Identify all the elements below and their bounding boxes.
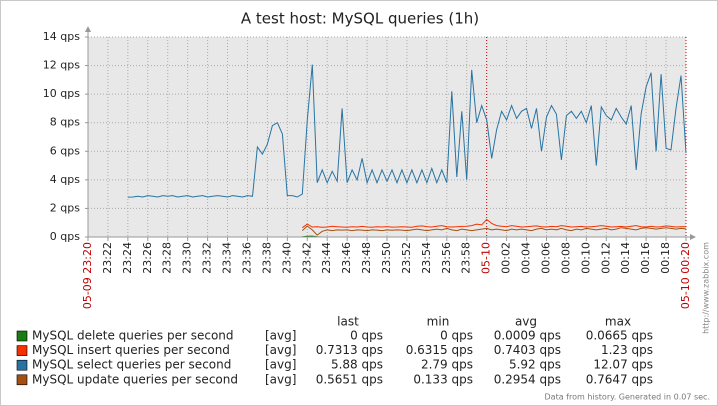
footer: Data from history. Generated in 0.07 sec… bbox=[545, 393, 710, 402]
legend-stat: 0.5651 qps bbox=[316, 372, 383, 386]
legend-stat: 0.7313 qps bbox=[316, 343, 383, 357]
legend-swatch bbox=[16, 330, 28, 342]
legend-stat: 0.0009 qps bbox=[494, 329, 561, 343]
legend-function: [avg] bbox=[265, 372, 296, 386]
legend-function: [avg] bbox=[265, 329, 296, 343]
x-tick-label: 23:34 bbox=[221, 242, 234, 274]
x-tick-label: 05-09 23:20 bbox=[81, 242, 94, 309]
y-tick-label: 6 qps bbox=[50, 144, 80, 157]
x-tick-label: 00:10 bbox=[579, 242, 592, 274]
legend-stat: 0.7403 qps bbox=[494, 343, 561, 357]
x-tick-label: 00:12 bbox=[599, 242, 612, 274]
legend-stat: 0 qps bbox=[440, 329, 473, 343]
legend-label: MySQL update queries per second bbox=[32, 372, 238, 386]
series-line bbox=[301, 225, 687, 236]
y-tick-label: 2 qps bbox=[50, 201, 80, 214]
x-tick-label: 23:58 bbox=[460, 242, 473, 274]
x-tick-label: 23:56 bbox=[440, 242, 453, 274]
legend-stat: 12.07 qps bbox=[593, 358, 653, 372]
legend-stat: 1.23 qps bbox=[601, 343, 653, 357]
legend-stat: 2.79 qps bbox=[421, 358, 473, 372]
x-tick-label: 00:02 bbox=[500, 242, 513, 274]
x-tick-label: 23:48 bbox=[360, 242, 373, 274]
x-tick-label: 23:42 bbox=[300, 242, 313, 274]
y-axis-arrow bbox=[85, 26, 91, 32]
y-tick-label: 10 qps bbox=[43, 87, 80, 100]
legend-swatch bbox=[16, 374, 28, 386]
x-tick-label: 23:24 bbox=[121, 242, 134, 274]
legend-swatch bbox=[16, 359, 28, 371]
legend-column-header: avg bbox=[515, 315, 537, 329]
x-tick-label: 23:32 bbox=[201, 242, 214, 274]
x-tick-label: 23:36 bbox=[240, 242, 253, 274]
x-tick-label: 23:54 bbox=[420, 242, 433, 274]
y-tick-label: 0 qps bbox=[50, 230, 80, 243]
legend-label: MySQL select queries per second bbox=[32, 358, 231, 372]
x-axis-arrow bbox=[690, 234, 696, 240]
legend-stat: 0.7647 qps bbox=[586, 372, 653, 386]
legend-column-header: last bbox=[337, 315, 359, 329]
legend-stat: 0 qps bbox=[350, 329, 383, 343]
legend-stat: 0.133 qps bbox=[413, 372, 473, 386]
x-tick-label: 00:16 bbox=[639, 242, 652, 274]
legend-stat: 0.6315 qps bbox=[406, 343, 473, 357]
x-tick-label: 23:40 bbox=[280, 242, 293, 274]
x-tick-label: 00:04 bbox=[520, 242, 533, 274]
y-tick-label: 4 qps bbox=[50, 173, 80, 186]
x-tick-label: 05-10 bbox=[480, 242, 493, 274]
legend-stat: 0.2954 qps bbox=[494, 372, 561, 386]
x-tick-label: 00:08 bbox=[559, 242, 572, 274]
x-tick-label: 23:50 bbox=[380, 242, 393, 274]
series-line bbox=[302, 218, 687, 229]
legend-swatch bbox=[16, 345, 28, 356]
legend-function: [avg] bbox=[265, 358, 296, 372]
x-tick-label: 23:44 bbox=[320, 242, 333, 274]
legend-stat: 5.92 qps bbox=[509, 358, 561, 372]
legend-column-header: max bbox=[605, 315, 631, 329]
y-tick-label: 12 qps bbox=[43, 59, 80, 72]
y-tick-label: 8 qps bbox=[50, 116, 80, 129]
grid bbox=[87, 36, 687, 238]
series-line bbox=[127, 64, 687, 198]
legend-label: MySQL insert queries per second bbox=[32, 343, 230, 357]
x-tick-label: 00:06 bbox=[539, 242, 552, 274]
legend-stat: 5.88 qps bbox=[331, 358, 383, 372]
x-tick-label: 23:46 bbox=[340, 242, 353, 274]
watermark: http://www.zabbix.com bbox=[702, 242, 711, 334]
y-tick-label: 14 qps bbox=[43, 30, 80, 43]
x-tick-label: 23:30 bbox=[181, 242, 194, 274]
x-tick-label: 23:28 bbox=[161, 242, 174, 274]
x-tick-label: 00:14 bbox=[619, 242, 632, 274]
legend-label: MySQL delete queries per second bbox=[32, 329, 234, 343]
x-tick-label: 23:26 bbox=[141, 242, 154, 274]
x-tick-label: 23:38 bbox=[260, 242, 273, 274]
legend-stat: 0.0665 qps bbox=[586, 329, 653, 343]
legend-column-header: min bbox=[427, 315, 450, 329]
legend-function: [avg] bbox=[265, 343, 296, 357]
x-tick-label: 23:22 bbox=[101, 242, 114, 274]
x-tick-label: 00:18 bbox=[659, 242, 672, 274]
x-tick-label: 05-10 00:20 bbox=[679, 242, 692, 309]
chart-title: A test host: MySQL queries (1h) bbox=[241, 10, 479, 28]
x-tick-label: 23:52 bbox=[400, 242, 413, 274]
